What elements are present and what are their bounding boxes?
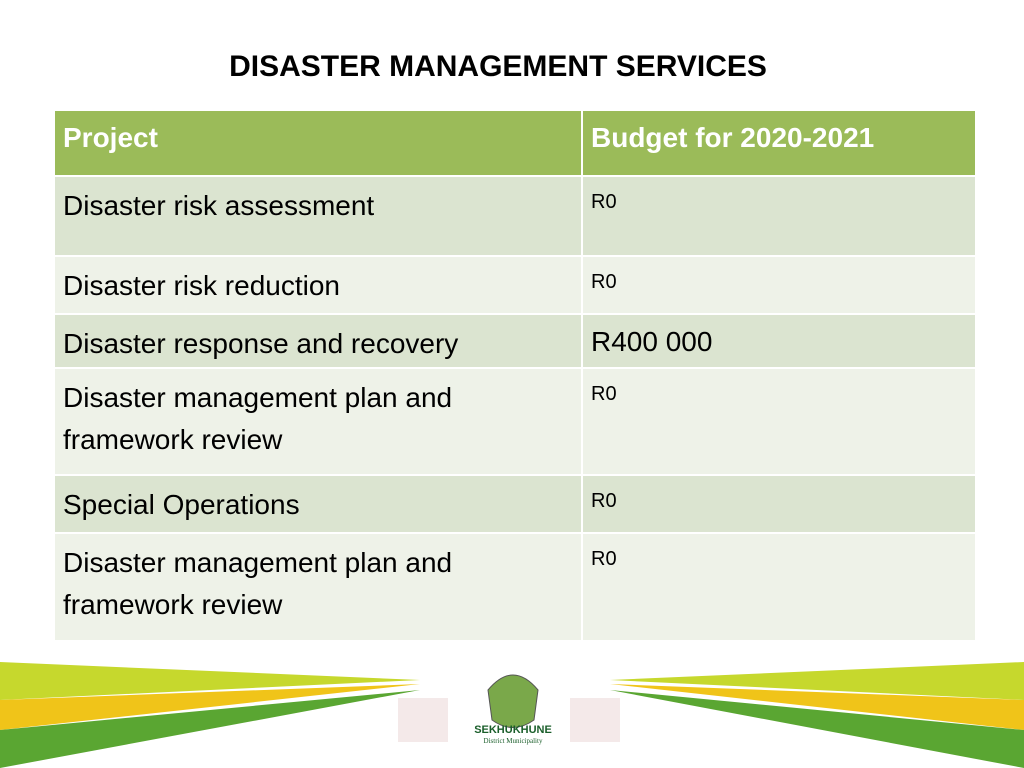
table-cell: R0 (583, 534, 975, 640)
logo-badge (570, 698, 620, 742)
table-cell: R0 (583, 257, 975, 315)
cell-text: R0 (591, 271, 617, 293)
header-cell: Project (55, 111, 583, 175)
table-cell: Disaster response and recovery (55, 315, 583, 369)
cell-text: Budget for 2020-2021 (591, 122, 875, 153)
table-cell: R0 (583, 476, 975, 534)
table-row: Special Operations R0 (55, 474, 975, 534)
stripe (610, 690, 1024, 768)
cell-text: Disaster risk reduction (63, 270, 340, 301)
table-cell: Disaster risk reduction (55, 257, 583, 315)
logo-badge (398, 698, 448, 742)
cell-text: R0 (591, 490, 617, 512)
logo-name: SEKHUKHUNE (474, 724, 552, 736)
stripe (610, 684, 1024, 730)
cell-text: R0 (591, 191, 617, 213)
table-row: Disaster management plan and framework r… (55, 367, 975, 476)
cell-text: R400 000 (591, 326, 713, 357)
cell-text: Project (63, 122, 158, 153)
table-row: Disaster risk reduction R0 (55, 255, 975, 315)
cell-text: R0 (591, 548, 617, 570)
cell-text: R0 (591, 383, 617, 405)
table-row: Disaster risk assessment R0 (55, 175, 975, 257)
table-cell: Special Operations (55, 476, 583, 534)
table-cell: R400 000 (583, 315, 975, 369)
stripe (610, 662, 1024, 700)
cell-text: Special Operations (63, 489, 300, 520)
table-cell: Disaster management plan and framework r… (55, 369, 583, 476)
stripe (0, 690, 420, 768)
table-row: Disaster response and recovery R400 000 (55, 313, 975, 369)
cell-text: Disaster response and recovery (63, 328, 459, 359)
cell-text: Disaster risk assessment (63, 190, 375, 221)
cell-text: Disaster management plan and framework r… (63, 382, 453, 455)
table-cell: Disaster risk assessment (55, 177, 583, 257)
table-cell: Disaster management plan and framework r… (55, 534, 583, 640)
stripe (0, 662, 420, 700)
table-cell: R0 (583, 369, 975, 476)
logo-subtitle: District Municipality (483, 737, 543, 745)
header-row: Project Budget for 2020-2021 (55, 111, 975, 175)
slide-title: DISASTER MANAGEMENT SERVICES (229, 50, 767, 83)
stripe (0, 684, 420, 730)
header-cell: Budget for 2020-2021 (583, 111, 975, 175)
crest (487, 674, 539, 728)
cell-text: Disaster management plan and framework r… (63, 547, 453, 620)
table-row: Disaster management plan and framework r… (55, 532, 975, 640)
table-cell: R0 (583, 177, 975, 257)
